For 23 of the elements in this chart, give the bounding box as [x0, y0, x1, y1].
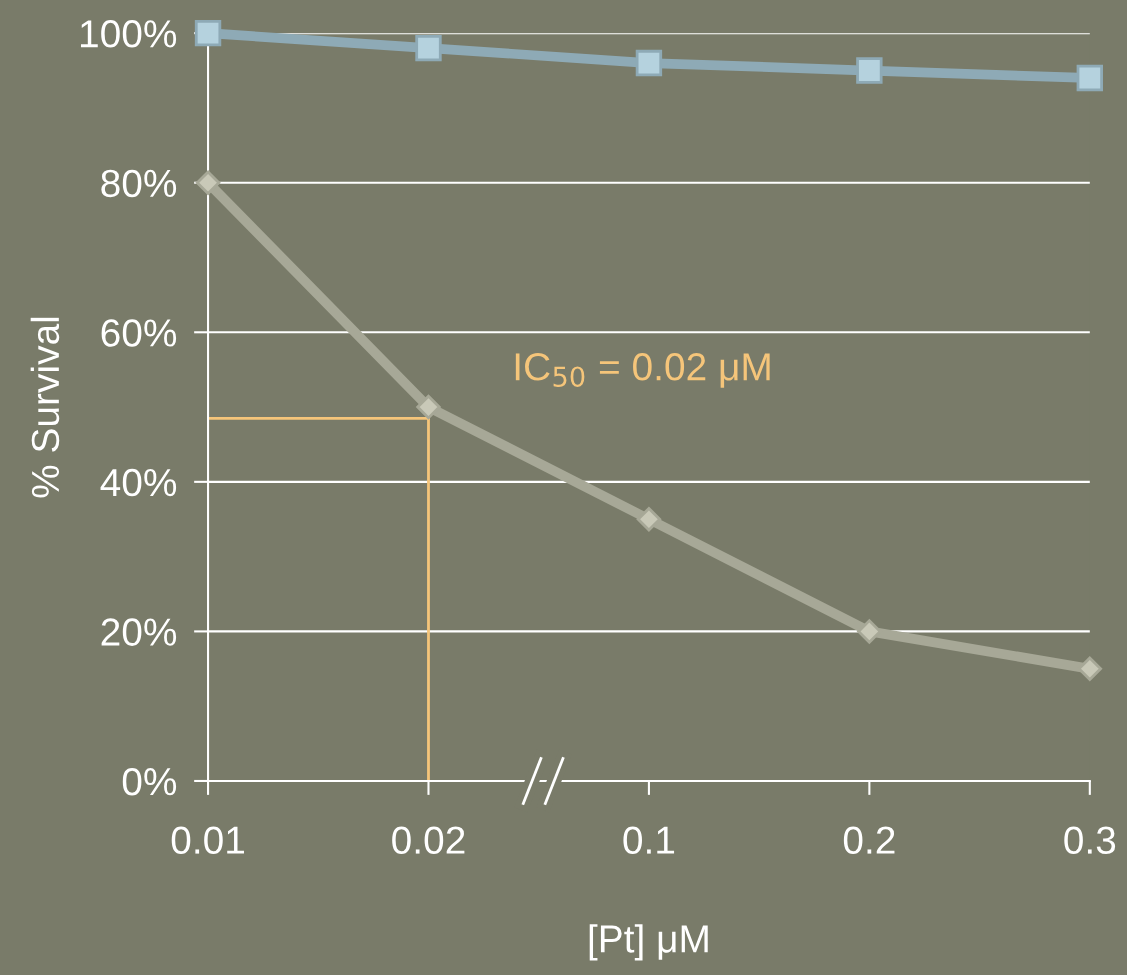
- y-axis-title: % Survival: [30, 317, 60, 498]
- y-tick-label: 60%: [101, 319, 177, 347]
- point: [194, 19, 222, 47]
- point: [857, 619, 882, 644]
- y-tick-label: 40%: [100, 468, 177, 497]
- point: [416, 394, 441, 420]
- point: [635, 49, 663, 77]
- point: [636, 507, 662, 532]
- point: [1077, 656, 1102, 681]
- point: [856, 57, 883, 84]
- point: [415, 34, 442, 62]
- y-tick-label: 0%: [122, 767, 177, 796]
- point: [1076, 64, 1103, 92]
- y-tick-label: 80%: [101, 169, 177, 198]
- y-tick-label: 20%: [101, 618, 177, 646]
- x-tick-label: 0.2: [843, 826, 895, 854]
- x-tick-label: 0.1: [623, 826, 675, 854]
- x-tick-label: 0.02: [392, 826, 465, 854]
- y-tick-label: 100%: [81, 20, 177, 48]
- x-tick-label: 0.3: [1064, 826, 1116, 854]
- x-tick-label: 0.01: [171, 826, 244, 854]
- annotation: IC$_{50}$ = 0.02 μM: [515, 353, 770, 388]
- x-axis-title: [Pt] μM: [589, 924, 708, 961]
